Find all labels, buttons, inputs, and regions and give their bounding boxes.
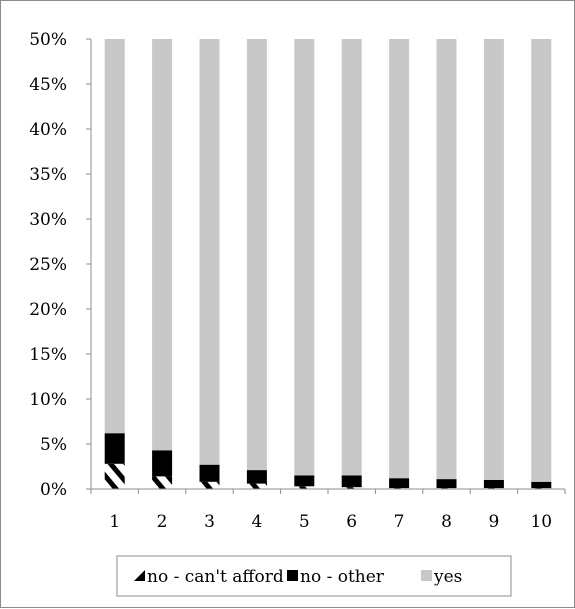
legend: no - can't afford no - other yes <box>116 555 512 597</box>
bar-segment <box>246 483 267 489</box>
y-axis-ticks: 0% 5% 10% 15% 20% 25% 30% 35% 40% 45% 50% <box>29 30 91 500</box>
x-axis-ticks: 1 2 3 4 5 6 7 8 9 10 <box>90 489 566 532</box>
x-tick-label: 1 <box>109 512 120 532</box>
legend-swatch <box>421 570 432 581</box>
bar-segment <box>483 39 504 480</box>
legend-label: yes <box>433 567 462 587</box>
x-tick-label: 8 <box>441 512 452 532</box>
x-tick-label: 10 <box>530 512 552 532</box>
y-tick-label: 0% <box>40 480 67 500</box>
bar-segment <box>436 479 457 489</box>
bar-segment <box>341 487 362 489</box>
y-tick-label: 35% <box>29 165 67 185</box>
bar-segment <box>341 39 362 476</box>
bar-segment <box>152 450 173 477</box>
x-tick-label: 5 <box>299 512 310 532</box>
bar-segment <box>199 39 220 465</box>
legend-swatch <box>287 570 298 581</box>
bar-segment <box>531 39 552 482</box>
bar-segment <box>246 39 267 471</box>
bar-segment <box>436 39 457 480</box>
y-tick-label: 5% <box>40 435 67 455</box>
y-tick-label: 40% <box>29 120 67 140</box>
legend-label: no - other <box>300 567 385 587</box>
y-tick-label: 45% <box>29 75 67 95</box>
bar-segment <box>389 39 410 479</box>
bar-segment <box>199 464 220 482</box>
x-tick-label: 3 <box>204 512 215 532</box>
bar-segment <box>104 433 125 464</box>
x-tick-label: 7 <box>394 512 405 532</box>
y-tick-label: 30% <box>29 210 67 230</box>
bar-segment <box>389 478 410 489</box>
legend-label: no - can't afford <box>147 567 284 587</box>
bar-segment <box>246 470 267 484</box>
x-tick-label: 6 <box>346 512 357 532</box>
legend-box <box>116 555 512 597</box>
x-tick-label: 9 <box>488 512 499 532</box>
y-tick-label: 10% <box>29 390 67 410</box>
bars <box>104 39 552 489</box>
y-tick-label: 50% <box>29 30 67 50</box>
bar-segment <box>531 481 552 489</box>
x-tick-label: 4 <box>251 512 262 532</box>
y-tick-label: 20% <box>29 300 67 320</box>
bar-segment <box>104 39 125 434</box>
bar-segment <box>294 39 315 476</box>
bar-segment <box>483 480 504 489</box>
bar-segment <box>152 476 173 489</box>
bar-segment <box>341 475 362 488</box>
bar-segment <box>152 39 173 451</box>
y-tick-label: 25% <box>29 255 67 275</box>
y-tick-label: 15% <box>29 345 67 365</box>
bar-segment <box>294 475 315 487</box>
legend-swatch-cant-afford <box>134 570 145 581</box>
bar-segment <box>294 486 315 489</box>
bar-segment <box>104 463 125 489</box>
x-tick-label: 2 <box>157 512 168 532</box>
bar-segment <box>199 481 220 489</box>
